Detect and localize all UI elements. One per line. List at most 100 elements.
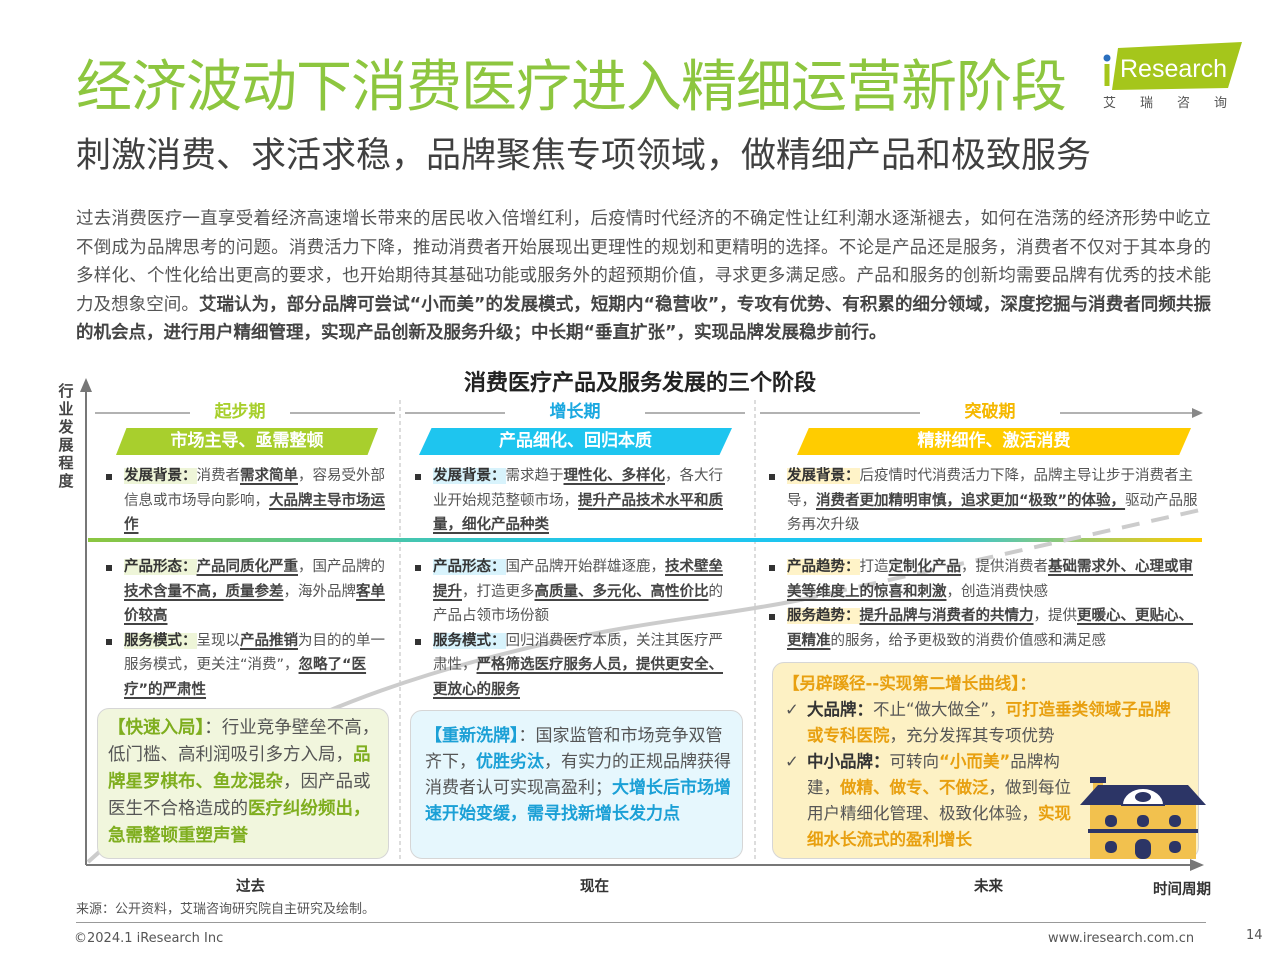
emphasis-text: 技术含量不高，质量参差 xyxy=(124,583,284,600)
item-label: 发展背景： xyxy=(787,468,860,484)
text-segment: ，提供消费者 xyxy=(961,559,1048,575)
intro-conclusion: 艾瑞认为，部分品牌可尝试“小而美”的发展模式，短期内“稳营收”，专攻有优势、有积… xyxy=(76,294,1211,344)
copyright: ©2024.1 iResearch Inc xyxy=(74,931,224,946)
emphasis-text: 【快速入局】 xyxy=(108,718,205,738)
emphasis-text: 忽略了“医疗”的严肃性 xyxy=(124,657,367,698)
page-title: 经济波动下消费医疗进入精细运营新阶段 xyxy=(76,55,1067,120)
stage-3-name: 突破期 xyxy=(964,402,1016,422)
text-segment: 需求趋于 xyxy=(505,468,564,484)
box-item-small-brand: ✓ 中小品牌：可转向“小而美”品牌构建，做精、做专、不做泛，做到每位用户精细化管理… xyxy=(783,749,1083,853)
rich-text: 中小品牌：可转向“小而美”品牌构建，做精、做专、不做泛，做到每位用户精细化管理、… xyxy=(807,752,1071,849)
time-label-future: 未来 xyxy=(974,879,1003,895)
item-label: 服务模式： xyxy=(433,632,506,649)
stage-2-summary-box: 【重新洗牌】：国家监管和市场竞争双管齐下，优胜劣汰，有实力的正规品牌获得消费者认… xyxy=(410,710,743,859)
time-label-past: 过去 xyxy=(236,879,265,895)
stage-1-name: 起步期 xyxy=(214,402,266,422)
emphasis-text: 大品牌主导市场运作 xyxy=(124,492,385,534)
item-label: 产品趋势： xyxy=(787,559,860,575)
emphasis-text: 实现细水长流式的盈利增长 xyxy=(807,804,1071,849)
emphasis-text: 大增长后市场增速开始变缓，需寻找新增长发力点 xyxy=(425,778,731,824)
emphasis-text: 产品同质化严重 xyxy=(196,559,299,575)
emphasis-text: 产品推销 xyxy=(240,632,298,649)
rich-text: 发展背景：后疫情时代消费活力下降，品牌主导让步于消费者主导，消费者更加精明审慎，… xyxy=(763,464,1201,538)
stage-3-details: 产品趋势：打造定制化产品，提供消费者基础需求外、心理或审美等维度上的惊喜和刺激，… xyxy=(763,555,1201,653)
stage-3-background: 发展背景：后疫情时代消费活力下降，品牌主导让步于消费者主导，消费者更加精明审慎，… xyxy=(763,464,1201,538)
rich-text: 服务趋势：提升品牌与消费者的共情力，提供更暖心、更贴心、更精准的服务，给予更极致… xyxy=(763,604,1201,653)
emphasis-text: 大品牌： xyxy=(807,700,873,719)
emphasis-text: 消费者更加精明审慎，追求更加“极致”的体验， xyxy=(816,492,1126,509)
text-segment: 可转向 xyxy=(889,752,940,771)
text-segment: 品牌构建， xyxy=(807,752,1060,797)
source-note: 来源：公开资料，艾瑞咨询研究院自主研究及绘制。 xyxy=(76,902,376,917)
item-label: 服务模式： xyxy=(124,632,197,649)
stage-2-background: 发展背景：需求趋于理性化、多样化，各大行业开始规范整顿市场，提升产品技术水平和质… xyxy=(409,464,735,538)
text-segment: ：国家监管和市场竞争双管齐下， xyxy=(425,726,723,772)
x-axis-label: 时间周期 xyxy=(1153,882,1211,898)
stage-1-background: 发展背景：消费者需求简单，容易受外部信息或市场导向影响，大品牌主导市场运作 xyxy=(100,464,385,538)
emphasis-text: 【重新洗牌】 xyxy=(425,726,519,746)
emphasis-text: 定制化产品 xyxy=(888,559,962,575)
emphasis-text: 更暖心、更贴心、更精准 xyxy=(787,608,1193,649)
text-segment: 为目的的单一服务模式，更关注“消费”， xyxy=(124,632,385,674)
text-segment: 国产品牌开始群雄逐鹿， xyxy=(505,559,666,575)
stage-1-banner: 市场主导、亟需整顿 xyxy=(116,428,378,455)
checkmark-icon: ✓ xyxy=(785,700,799,719)
emphasis-text: 中小品牌： xyxy=(807,752,890,771)
emphasis-text: 医疗纠纷频出，急需整顿重塑声誉 xyxy=(108,799,371,846)
stage-2-banner: 产品细化、回归本质 xyxy=(419,428,732,455)
rich-text: 【重新洗牌】：国家监管和市场竞争双管齐下，优胜劣汰，有实力的正规品牌获得消费者认… xyxy=(425,723,732,827)
text-segment: 的服务，给予更极致的消费价值感和满足感 xyxy=(830,632,1107,649)
page-subtitle: 刺激消费、求活求稳，品牌聚焦专项领域，做精细产品和极致服务 xyxy=(76,136,1092,176)
iresearch-logo: Research 艾瑞咨询 xyxy=(1100,40,1250,115)
stage-1-summary-box: 【快速入局】：行业竞争壁垒不高，低门槛、高利润吸引多方入局，品牌星罗棋布、鱼龙混… xyxy=(97,708,389,859)
stage-separator xyxy=(88,538,1202,542)
text-segment: ，充分发挥其专项优势 xyxy=(889,726,1055,745)
emphasis-text: 提升产品技术水平和质量，细化产品种类 xyxy=(433,492,723,534)
website-link[interactable]: www.iresearch.com.cn xyxy=(1048,931,1195,946)
emphasis-text: 提升品牌与消费者的共情力 xyxy=(859,608,1034,624)
text-segment: ，海外品牌 xyxy=(283,583,357,600)
text-segment: ，因产品或医生不合格造成的 xyxy=(108,772,371,819)
emphasis-text: 可打造垂类领域子品牌或专科医院 xyxy=(807,700,1171,745)
house-icon xyxy=(1080,777,1206,859)
text-segment: 不止“做大做全”， xyxy=(873,700,1006,719)
emphasis-text: 技术壁垒提升 xyxy=(433,559,723,600)
rich-text: 服务模式：回归消费医疗本质，关注其医疗严肃性，严格筛选医疗服务人员，提供更安全、… xyxy=(409,629,735,703)
text-segment: ，有实力的正规品牌获得消费者认可实现高盈利； xyxy=(425,752,731,798)
item-label: 发展背景： xyxy=(124,468,197,484)
rich-text: 产品形态：国产品牌开始群雄逐鹿，技术壁垒提升，打造更多高质量、多元化、高性价比的… xyxy=(409,555,735,629)
stage-3-box-title: 【另辟蹊径--实现第二增长曲线】： xyxy=(783,674,1036,693)
item-label: 产品形态： xyxy=(124,559,197,575)
growth-curve-projection xyxy=(799,508,1201,602)
emphasis-text: 高质量、多元化、高性价比 xyxy=(534,583,709,600)
stage-2-details: 产品形态：国产品牌开始群雄逐鹿，技术壁垒提升，打造更多高质量、多元化、高性价比的… xyxy=(409,555,735,702)
rich-text: 服务模式：呈现以产品推销为目的的单一服务模式，更关注“消费”，忽略了“医疗”的严… xyxy=(100,629,385,703)
emphasis-text: 基础需求外、心理或审美等维度上的惊喜和刺激 xyxy=(787,559,1193,600)
checkmark-icon: ✓ xyxy=(785,752,799,771)
text-segment: 的产品占领市场份额 xyxy=(433,583,723,625)
emphasis-text: “小而美” xyxy=(939,752,1011,771)
stage-2-name: 增长期 xyxy=(549,402,601,422)
rich-text: 大品牌：不止“做大做全”，可打造垂类领域子品牌或专科医院，充分发挥其专项优势 xyxy=(807,700,1171,745)
time-label-present: 现在 xyxy=(580,879,609,895)
svg-text:艾瑞咨询: 艾瑞咨询 xyxy=(1103,96,1250,111)
emphasis-text: 需求简单 xyxy=(240,468,298,484)
item-label: 服务趋势： xyxy=(787,608,860,624)
item-label: 产品形态： xyxy=(433,559,506,575)
text-segment: ，做到每位用户精细化管理、极致化体验， xyxy=(807,778,1071,823)
y-axis-label: 行业发展程度 xyxy=(58,382,74,490)
text-segment: ，国产品牌的 xyxy=(298,559,385,575)
stage-3-banner: 精耕细作、激活消费 xyxy=(797,428,1191,455)
box-item-large-brand: ✓ 大品牌：不止“做大做全”，可打造垂类领域子品牌或专科医院，充分发挥其专项优势 xyxy=(783,697,1178,749)
emphasis-text: 优胜劣汰 xyxy=(476,752,544,772)
text-segment: 后疫情时代消费活力下降，品牌主导让步于消费者主导， xyxy=(787,468,1193,509)
footer-divider xyxy=(76,922,1206,923)
text-segment: ，创造消费快感 xyxy=(946,583,1049,600)
rich-text: 产品趋势：打造定制化产品，提供消费者基础需求外、心理或审美等维度上的惊喜和刺激，… xyxy=(763,555,1201,604)
intro-paragraph: 过去消费医疗一直享受着经济高速增长带来的居民收入倍增红利，后疫情时代经济的不确定… xyxy=(76,205,1211,348)
emphasis-text: 做精、做专、不做泛 xyxy=(840,778,989,797)
emphasis-text: 品牌星罗棋布、鱼龙混杂 xyxy=(108,745,371,792)
stage-1-details: 产品形态：产品同质化严重，国产品牌的技术含量不高，质量参差，海外品牌客单价较高服… xyxy=(100,555,385,702)
diagram-title: 消费医疗产品及服务发展的三个阶段 xyxy=(463,371,816,396)
text-segment: 驱动产品服务再次升级 xyxy=(787,492,1198,534)
